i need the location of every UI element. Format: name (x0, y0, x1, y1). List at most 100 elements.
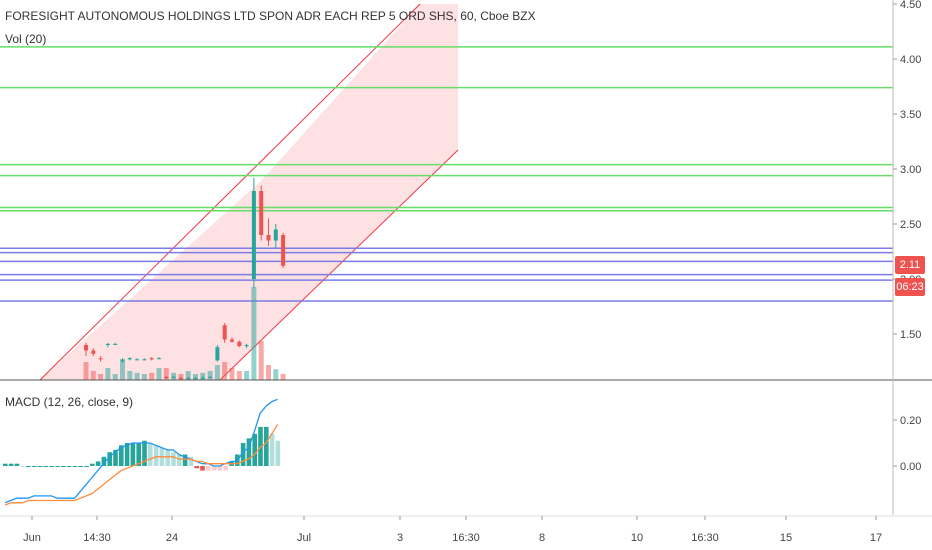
time-tick-label: Jul (297, 532, 311, 544)
macd-histogram-bar (107, 452, 112, 466)
volume-bar (105, 368, 111, 380)
volume-bar (273, 369, 279, 380)
macd-histogram-bar (171, 452, 176, 466)
candle-body (273, 229, 278, 241)
candle-body (193, 378, 198, 379)
macd-histogram-bar (124, 443, 130, 466)
macd-histogram-bar (43, 466, 49, 467)
candle-body (178, 378, 183, 380)
candle-body (127, 358, 132, 360)
candle-body (84, 345, 88, 351)
volume-bar (229, 368, 235, 380)
candle-body (215, 347, 220, 361)
macd-histogram-bar (258, 426, 263, 466)
candle-body (281, 235, 286, 266)
time-tick-label: 16:30 (452, 532, 480, 544)
volume-bar (251, 287, 257, 380)
volume-bar (83, 362, 89, 380)
candle-body (91, 350, 96, 354)
price-tick-label: 4.00 (900, 54, 921, 66)
macd-histogram-bar (182, 454, 188, 466)
volume-bar (244, 371, 250, 380)
time-tick-label: 24 (166, 532, 178, 544)
candle-body (251, 191, 256, 279)
macd-line (4, 398, 278, 504)
volume-indicator-label[interactable]: Vol (20) (5, 32, 47, 46)
macd-histogram-bar (113, 449, 118, 466)
volume-bar (120, 359, 125, 380)
candle-body (186, 378, 191, 379)
macd-histogram-bar (246, 438, 252, 466)
volume-bar (90, 371, 96, 380)
candle-body (259, 191, 264, 235)
candle-body (208, 376, 213, 378)
macd-histogram-bar (32, 466, 37, 467)
candle-body (149, 358, 154, 360)
macd-histogram-bar (78, 466, 83, 467)
volume-bar (141, 374, 147, 380)
candle-body (157, 358, 161, 360)
time-tick-label: 16:30 (691, 532, 719, 544)
macd-histogram-bar (240, 443, 246, 466)
price-tick-label: 2.50 (900, 219, 921, 231)
macd-histogram-bar (37, 466, 43, 467)
macd-pane (3, 398, 281, 506)
volume-bar (156, 368, 162, 380)
candle-body (244, 345, 249, 347)
macd-histogram-bar (194, 466, 199, 469)
macd-histogram-bar (20, 466, 25, 467)
time-tick-label: 8 (539, 532, 545, 544)
macd-histogram-bar (217, 466, 223, 471)
candle-body (142, 359, 147, 361)
time-tick-label: 10 (631, 532, 643, 544)
candle-body (120, 360, 125, 362)
time-tick-label: 17 (870, 532, 882, 544)
macd-histogram-bar (200, 466, 205, 471)
volume-bar (207, 371, 213, 380)
macd-histogram-bar (269, 433, 275, 466)
macd-histogram-bar (142, 440, 147, 466)
macd-histogram-bar (101, 456, 107, 466)
macd-histogram-bar (206, 466, 211, 471)
candle-body (222, 325, 227, 340)
macd-histogram-bar (188, 456, 194, 466)
macd-histogram-bar (130, 443, 136, 466)
signal-line (4, 424, 279, 506)
volume-bar (98, 374, 104, 380)
macd-histogram-bar (223, 466, 228, 471)
macd-histogram-bar (136, 443, 141, 466)
candle-body (135, 359, 140, 361)
macd-histogram-bar (177, 454, 182, 466)
macd-histogram-bar (66, 466, 72, 467)
macd-histogram-bar (3, 463, 8, 466)
price-tick-label: 3.50 (900, 109, 921, 121)
volume-bar (134, 372, 140, 380)
time-tick-label: 14:30 (83, 532, 111, 544)
macd-indicator-label[interactable]: MACD (12, 26, close, 9) (5, 395, 134, 409)
last-price-tag: 2.11 (895, 256, 925, 274)
macd-histogram-bar (72, 466, 78, 467)
volume-bar (280, 374, 286, 380)
macd-histogram-bar (119, 445, 124, 466)
candle-body (164, 376, 169, 378)
regression-channel-fill (40, 4, 458, 380)
volume-bar (163, 368, 169, 380)
volume-bar (112, 374, 118, 380)
macd-histogram-bar (90, 463, 95, 466)
volume-bar (149, 372, 155, 380)
macd-tick-label: 0.20 (900, 415, 921, 427)
macd-histogram-bar (55, 466, 60, 467)
macd-histogram-bar (252, 433, 257, 466)
macd-histogram-bar (49, 466, 54, 467)
macd-histogram-bar (8, 463, 14, 466)
time-tick-label: 3 (397, 532, 403, 544)
candle-body (105, 343, 110, 345)
chart-title: FORESIGHT AUTONOMOUS HOLDINGS LTD SPON A… (5, 9, 536, 23)
macd-histogram-bar (61, 466, 66, 467)
volume-bar (185, 371, 191, 380)
candle-body (171, 376, 176, 378)
volume-bar (258, 341, 264, 380)
macd-histogram-bar (264, 426, 269, 466)
